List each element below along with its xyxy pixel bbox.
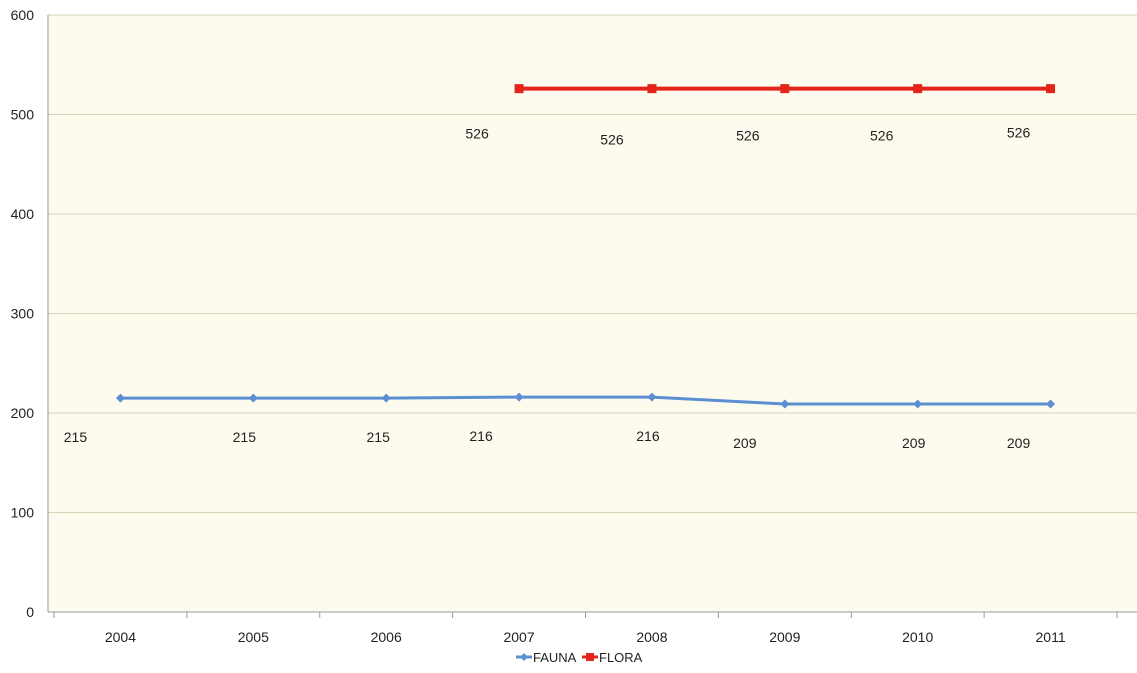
data-label-fauna: 209 xyxy=(733,435,757,451)
legend-label-fauna: FAUNA xyxy=(533,650,577,665)
y-tick-label: 500 xyxy=(11,107,35,123)
y-tick-label: 0 xyxy=(26,604,34,620)
data-label-fauna: 216 xyxy=(636,428,660,444)
data-label-fauna: 215 xyxy=(367,429,391,445)
data-label-flora: 526 xyxy=(465,126,489,142)
x-tick-label: 2004 xyxy=(105,629,136,645)
x-tick-label: 2011 xyxy=(1036,629,1066,645)
data-point-fauna xyxy=(913,399,923,409)
data-label-flora: 526 xyxy=(736,128,760,144)
axes xyxy=(47,15,1137,613)
data-point-fauna xyxy=(381,393,391,403)
data-point-fauna xyxy=(514,392,524,402)
legend-marker-fauna xyxy=(520,653,528,661)
gridlines xyxy=(48,14,1137,513)
data-point-fauna xyxy=(1046,399,1056,409)
legend: FAUNA FLORA xyxy=(516,650,643,665)
legend-label-flora: FLORA xyxy=(599,650,643,665)
y-axis-ticks: 0 100 200 300 400 500 600 xyxy=(11,7,35,620)
x-tick-label: 2008 xyxy=(636,629,667,645)
data-point-flora xyxy=(514,84,524,94)
data-point-flora xyxy=(780,84,790,94)
data-label-fauna: 209 xyxy=(1007,435,1031,451)
data-point-fauna xyxy=(647,392,657,402)
x-tick-label: 2006 xyxy=(371,629,402,645)
x-tick-label: 2010 xyxy=(902,629,933,645)
x-tick-label: 2009 xyxy=(769,629,800,645)
data-label-fauna: 209 xyxy=(902,435,926,451)
y-tick-label: 400 xyxy=(11,206,35,222)
legend-marker-flora xyxy=(586,653,594,661)
y-tick-label: 300 xyxy=(11,306,35,322)
data-label-flora: 526 xyxy=(1007,125,1031,141)
data-labels-layer: 215 215 215 216 216 209 209 209 526 526 526 526 526 xyxy=(64,125,1031,451)
data-point-flora xyxy=(647,84,657,94)
data-label-fauna: 216 xyxy=(469,428,493,444)
y-tick-label: 200 xyxy=(11,405,35,421)
x-tick-label: 2005 xyxy=(238,629,269,645)
data-point-flora xyxy=(1046,84,1056,94)
data-label-flora: 526 xyxy=(600,132,624,148)
data-point-fauna xyxy=(780,399,790,409)
data-point-fauna xyxy=(248,393,258,403)
data-label-fauna: 215 xyxy=(64,429,88,445)
x-axis-ticks: 2004 2005 2006 2007 2008 2009 2010 2011 xyxy=(53,612,1118,645)
data-label-flora: 526 xyxy=(870,128,894,144)
series-line-fauna xyxy=(120,395,1051,406)
data-point-fauna xyxy=(115,393,125,403)
data-point-flora xyxy=(913,84,923,94)
data-label-fauna: 215 xyxy=(233,429,257,445)
y-tick-label: 100 xyxy=(11,505,35,521)
series-layer xyxy=(115,84,1056,409)
x-tick-label: 2007 xyxy=(503,629,534,645)
y-tick-label: 600 xyxy=(11,7,35,23)
